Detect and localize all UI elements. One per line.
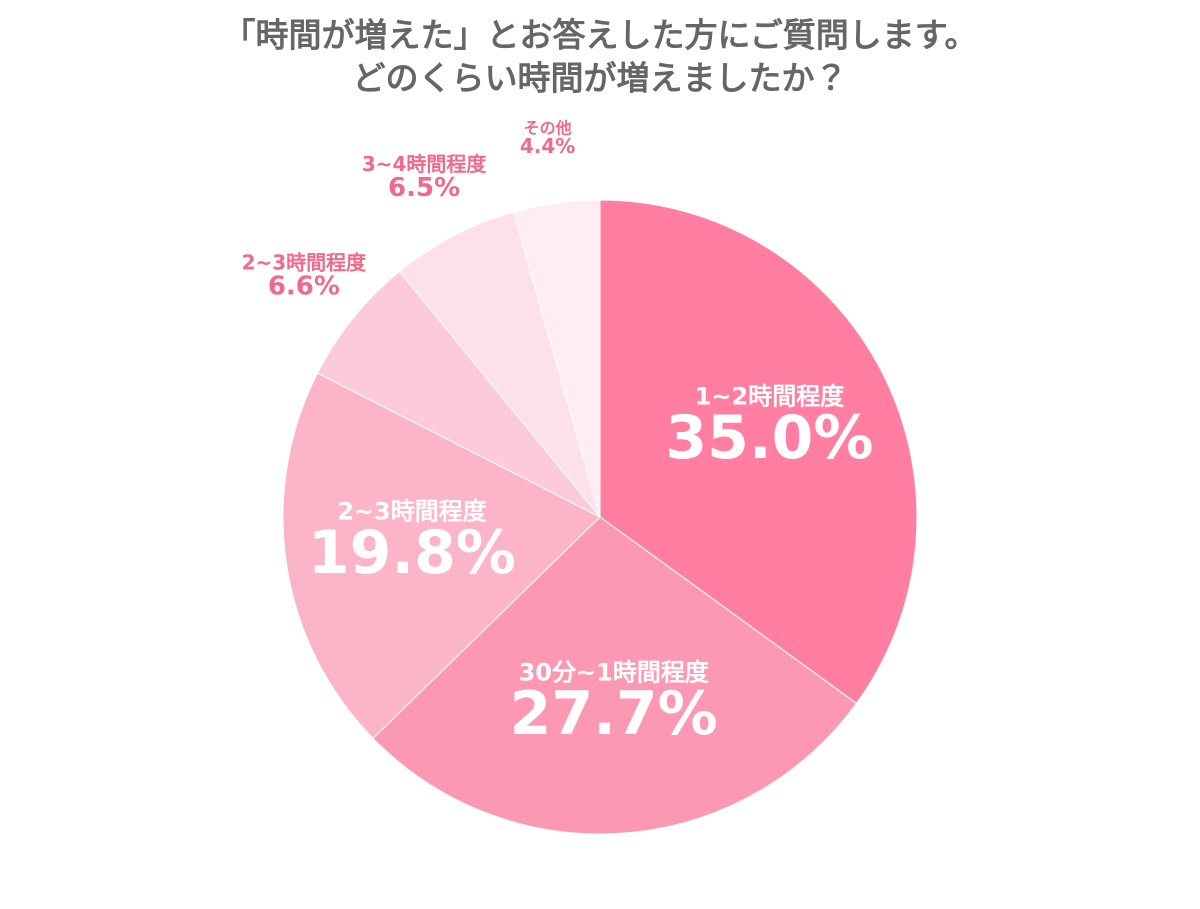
pie-slice <box>316 270 601 518</box>
slice-value-label: 6.6% <box>268 272 340 302</box>
slice-label: 3~4時間程度 <box>362 152 488 176</box>
pie-slice <box>282 372 601 740</box>
pie-slice <box>372 516 858 835</box>
slice-value-label: 6.5% <box>388 173 460 203</box>
chart-title: 「時間が増えた」とお答えした方にご質問します。 <box>222 16 977 55</box>
slice-label: 2~3時間程度 <box>242 250 368 274</box>
slice-label: その他 <box>524 119 572 138</box>
slice-value-label: 19.8% <box>308 518 516 588</box>
pie-slice <box>512 199 601 518</box>
slice-value-label: 27.7% <box>510 679 718 749</box>
chart-subtitle: どのくらい時間が増えましたか？ <box>353 59 848 98</box>
pie-slice <box>599 199 918 705</box>
slice-value-label: 35.0% <box>665 403 873 473</box>
slice-label: 30分~1時間程度 <box>519 659 709 687</box>
pie-slice <box>398 211 601 518</box>
slice-value-label: 4.4% <box>520 134 575 158</box>
slice-label: 1~2時間程度 <box>695 383 845 411</box>
slice-label: 2~3時間程度 <box>337 498 487 526</box>
